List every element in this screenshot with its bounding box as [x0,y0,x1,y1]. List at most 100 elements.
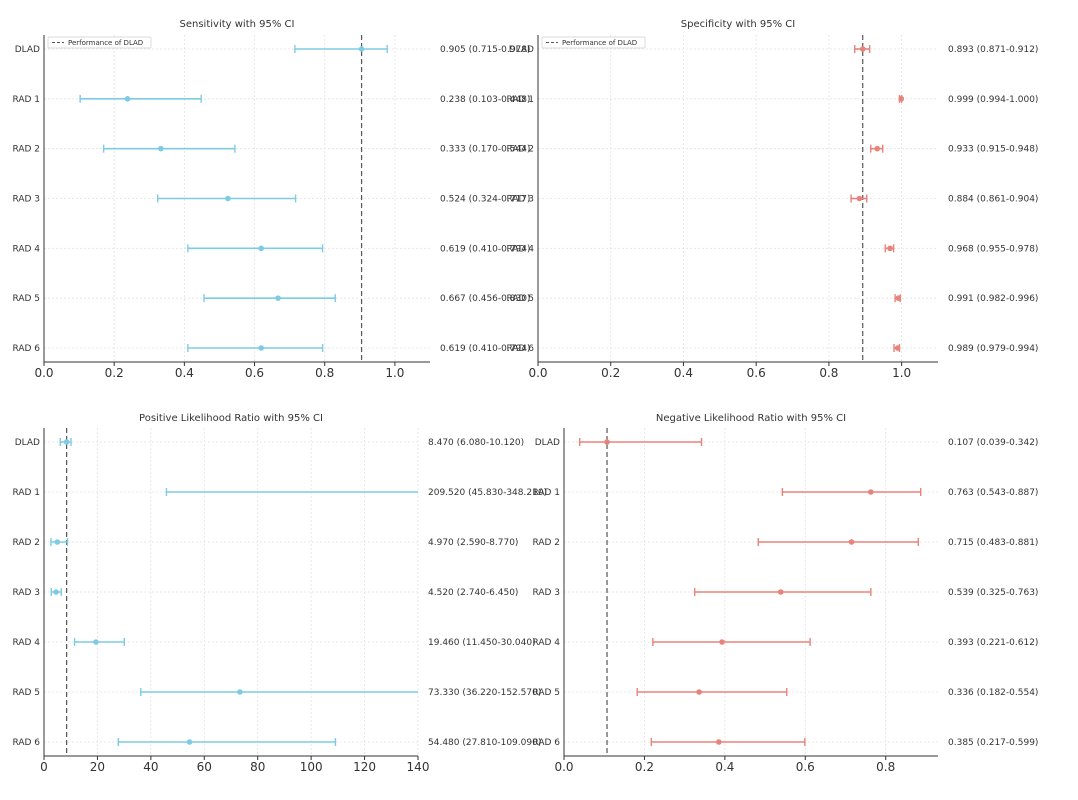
category-label: RAD 1 [12,95,40,105]
legend-label: Performance of DLAD [68,39,143,47]
point-estimate [53,589,59,595]
value-annotation: 19.460 (11.450-30.040) [428,638,536,648]
category-label: RAD 6 [532,738,560,748]
value-annotation: 0.893 (0.871-0.912) [948,45,1038,55]
x-tick-label: 0.0 [528,366,547,380]
value-annotation: 0.989 (0.979-0.994) [948,344,1038,354]
point-estimate [894,345,901,351]
chart-title: Negative Likelihood Ratio with 95% CI [656,413,846,424]
value-annotation: 0.238 (0.103-0.448) [440,95,530,105]
x-tick-label: 100 [300,760,323,774]
value-annotation: 0.968 (0.955-0.978) [948,244,1038,254]
x-tick-label: 0.4 [715,760,734,774]
panel-2: Specificity with 95% CI 0.0 0.2 0.4 0.6 0.8 1.… [506,19,1038,380]
point-estimate [856,195,863,202]
x-tick-label: 120 [353,760,376,774]
value-annotation: 0.999 (0.994-1.000) [948,95,1038,105]
value-annotation: 73.330 (36.220-152.570) [428,688,541,698]
category-label: RAD 3 [12,195,40,205]
x-tick-label: 0.6 [245,366,264,380]
chart-title: Positive Likelihood Ratio with 95% CI [139,413,323,424]
category-label: RAD 1 [12,488,40,498]
category-label: RAD 4 [506,244,534,254]
point-estimate [859,46,866,52]
panel-1: Sensitivity with 95% CI 0.0 0.2 0.4 0.6 0.8 1.… [12,19,530,380]
x-tick-label: 60 [197,760,212,774]
panel-3: Positive Likelihood Ratio with 95% CI 0 20… [12,413,547,774]
value-annotation: 4.970 (2.590-8.770) [428,538,518,548]
category-label: RAD 5 [12,688,40,698]
point-estimate [258,245,265,252]
value-annotation: 0.619 (0.410-0.794) [440,244,530,254]
x-tick-label: 0.0 [554,760,573,774]
x-tick-label: 1.0 [385,366,404,380]
point-estimate [275,295,281,301]
x-tick-label: 0.2 [601,366,620,380]
value-annotation: 0.107 (0.039-0.342) [948,438,1038,448]
panel-4: Negative Likelihood Ratio with 95% CI 0.0… [532,413,1038,774]
value-annotation: 0.385 (0.217-0.599) [948,738,1038,748]
category-label: RAD 1 [506,95,534,105]
value-annotation: 209.520 (45.830-348.210) [428,488,547,498]
x-tick-label: 0 [40,760,48,774]
x-tick-label: 0.8 [876,760,895,774]
value-annotation: 0.524 (0.324-0.717) [440,195,530,205]
value-annotation: 0.619 (0.410-0.794) [440,344,530,354]
point-estimate [358,46,365,52]
category-label: RAD 2 [12,145,40,155]
x-tick-label: 80 [250,760,265,774]
chart-title: Specificity with 95% CI [681,19,795,30]
value-annotation: 0.393 (0.221-0.612) [948,638,1038,648]
point-estimate [93,639,99,645]
value-annotation: 8.470 (6.080-10.120) [428,438,524,448]
point-estimate [777,589,784,595]
category-label: RAD 3 [12,588,40,598]
point-estimate [604,439,610,445]
category-label: RAD 5 [532,688,560,698]
category-label: RAD 4 [12,638,40,648]
value-annotation: 0.763 (0.543-0.887) [948,488,1038,498]
point-estimate [898,96,905,102]
point-estimate [258,345,265,351]
category-label: RAD 2 [532,538,560,548]
x-tick-label: 0.4 [175,366,194,380]
value-annotation: 0.333 (0.170-0.544) [440,145,530,155]
point-estimate [124,96,131,102]
x-tick-label: 20 [90,760,105,774]
point-estimate [158,145,164,152]
value-annotation: 0.905 (0.715-0.978) [440,45,530,55]
category-label: RAD 3 [506,195,534,205]
chart-title: Sensitivity with 95% CI [180,19,295,30]
point-estimate [848,539,855,545]
category-label: RAD 2 [12,538,40,548]
value-annotation: 54.480 (27.810-109.090) [428,738,541,748]
category-label: RAD 6 [12,344,40,354]
x-tick-label: 0.4 [674,366,693,380]
point-estimate [54,539,61,545]
value-annotation: 4.520 (2.740-6.450) [428,588,518,598]
category-label: DLAD [509,45,534,55]
point-estimate [696,689,702,695]
value-annotation: 0.884 (0.861-0.904) [948,195,1038,205]
value-annotation: 0.715 (0.483-0.881) [948,538,1038,548]
x-tick-label: 0.6 [747,366,766,380]
value-annotation: 0.933 (0.915-0.948) [948,145,1038,155]
point-estimate [716,739,722,745]
point-estimate [186,739,193,745]
point-estimate [63,439,70,445]
value-annotation: 0.667 (0.456-0.830) [440,294,530,304]
value-annotation: 0.991 (0.982-0.996) [948,294,1038,304]
point-estimate [887,245,893,252]
x-tick-label: 1.0 [892,366,911,380]
point-estimate [719,639,725,645]
x-tick-label: 140 [407,760,430,774]
category-label: RAD 6 [506,344,534,354]
x-tick-label: 0.8 [315,366,334,380]
category-label: RAD 6 [12,738,40,748]
category-label: RAD 3 [532,588,560,598]
category-label: RAD 2 [506,145,534,155]
point-estimate [895,295,902,301]
point-estimate [874,145,881,152]
category-label: DLAD [15,45,40,55]
